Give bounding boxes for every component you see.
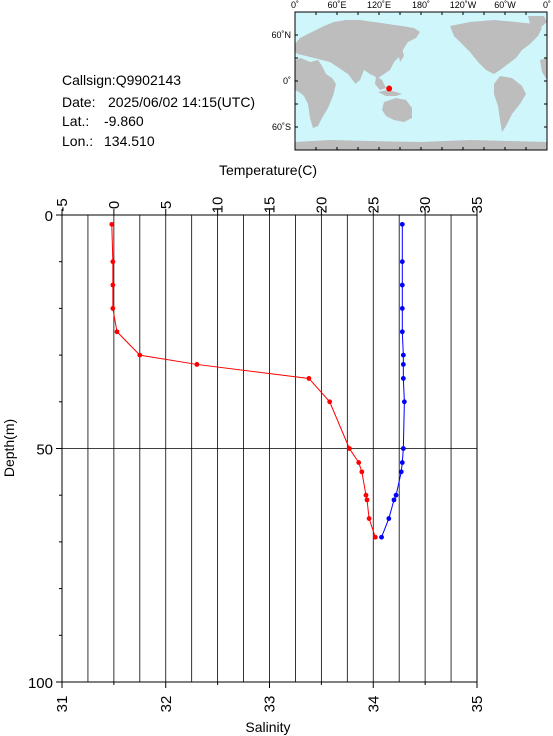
temperature-point — [110, 282, 116, 288]
salinity-axis-title: Salinity — [245, 719, 290, 735]
series-layer — [109, 221, 407, 540]
map-left-label: 60˚S — [272, 122, 291, 132]
lon-line: Lon.: 134.510 — [62, 133, 155, 149]
lon-value: 134.510 — [104, 133, 155, 149]
temperature-tick-label: 25 — [365, 197, 382, 214]
station-marker — [386, 85, 393, 92]
map-top-label: 0˚ — [291, 0, 299, 10]
callsign-line: Callsign:Q9902143 — [62, 72, 181, 88]
land-north-america — [450, 20, 542, 74]
map-top-label: 120˚E — [367, 0, 391, 10]
salinity-point — [391, 497, 397, 503]
salinity-axis: 31 32 33 34 35 — [54, 682, 486, 712]
land-africa — [295, 58, 336, 128]
salinity-point — [386, 516, 392, 521]
salinity-point — [398, 469, 404, 475]
temperature-tick-label: 5 — [158, 201, 175, 209]
land-eurasia — [295, 20, 420, 82]
map-left-labels: 60˚N 0˚ 60˚S — [271, 30, 291, 132]
salinity-point — [379, 534, 384, 540]
depth-axis: 0 50 100 — [28, 208, 62, 692]
map-top-label: 60˚W — [494, 0, 516, 10]
temperature-point — [109, 221, 115, 227]
salinity-point — [400, 362, 406, 367]
salinity-point — [400, 376, 406, 381]
map-ticks — [294, 11, 548, 151]
temperature-point — [137, 352, 143, 358]
salinity-point — [399, 282, 405, 288]
temperature-point — [359, 469, 365, 475]
temperature-point — [364, 497, 370, 503]
salinity-tick-label: 33 — [262, 696, 279, 713]
temperature-tick-label: 30 — [417, 197, 434, 214]
salinity-tick-label: 32 — [158, 696, 175, 713]
temperature-tick-label: 20 — [313, 197, 330, 214]
temperature-point — [194, 362, 200, 367]
salinity-point — [393, 492, 399, 498]
temperature-tick-label: 0 — [106, 201, 123, 209]
depth-tick-label: 0 — [45, 208, 53, 225]
temperature-point — [372, 534, 378, 540]
salinity-point — [399, 221, 405, 227]
depth-tick-label: 100 — [28, 675, 53, 692]
temperature-axis-title: Temperature(C) — [219, 162, 317, 178]
temperature-point — [366, 516, 372, 521]
date-value: 2025/06/02 14:15(UTC) — [108, 94, 256, 110]
map-top-label: 180˚ — [412, 0, 430, 10]
land-japan — [398, 48, 404, 62]
salinity-point — [400, 446, 406, 451]
temperature-tick-label: 10 — [210, 197, 227, 214]
salinity-point — [401, 399, 407, 405]
salinity-point — [399, 460, 405, 465]
land-india — [352, 66, 362, 84]
world-map: 0˚ 60˚E 120˚E 180˚ 120˚W 60˚W 0˚ 60˚N 0˚ 60˚S — [271, 0, 551, 151]
salinity-tick-label: 34 — [365, 696, 382, 713]
salinity-point — [399, 306, 405, 311]
map-top-label: 120˚W — [450, 0, 477, 10]
salinity-tick-label: 35 — [469, 696, 486, 713]
salinity-point — [399, 329, 405, 335]
lon-label: Lon.: — [62, 133, 94, 149]
map-top-label: 60˚E — [327, 0, 346, 10]
map-left-label: 0˚ — [283, 76, 291, 86]
grid-lines — [61, 215, 478, 682]
land-indonesia — [378, 90, 402, 96]
temperature-point — [327, 399, 333, 405]
salinity-point — [400, 352, 406, 358]
temperature-tick-label: 35 — [469, 197, 486, 214]
land-southeast-asia — [375, 76, 386, 90]
temperature-point — [110, 259, 116, 265]
land-south-america — [494, 76, 526, 132]
map-top-label: 0˚ — [543, 0, 551, 10]
land-africa-east-edge — [540, 58, 547, 80]
temperature-axis: -5 0 5 10 15 20 25 30 35 — [54, 197, 486, 215]
land-greenland — [528, 16, 547, 28]
map-top-labels: 0˚ 60˚E 120˚E 180˚ 120˚W 60˚W 0˚ — [291, 0, 551, 10]
callsign-value: Q9902143 — [115, 72, 182, 88]
temperature-point — [114, 329, 120, 335]
temperature-point — [363, 492, 369, 498]
temperature-tick-label: 15 — [262, 197, 279, 214]
salinity-profile-line — [381, 224, 405, 538]
temperature-point — [346, 446, 352, 451]
temperature-tick-label: -5 — [54, 198, 71, 211]
salinity-point — [399, 259, 405, 265]
lat-label: Lat.: — [62, 113, 90, 129]
depth-axis-title: Depth(m) — [1, 419, 17, 477]
map-left-label: 60˚N — [271, 30, 291, 40]
temperature-point — [356, 460, 362, 465]
temperature-point — [306, 376, 312, 381]
date-line: Date: 2025/06/02 14:15(UTC) — [62, 94, 255, 110]
land-australia — [382, 98, 412, 122]
callsign-label: Callsign: — [62, 72, 116, 88]
depth-tick-label: 50 — [36, 442, 53, 459]
date-label: Date: — [62, 94, 96, 110]
lat-line: Lat.: -9.860 — [62, 113, 144, 129]
lat-value: -9.860 — [104, 113, 144, 129]
salinity-tick-label: 31 — [54, 696, 71, 713]
temperature-point — [110, 306, 116, 311]
